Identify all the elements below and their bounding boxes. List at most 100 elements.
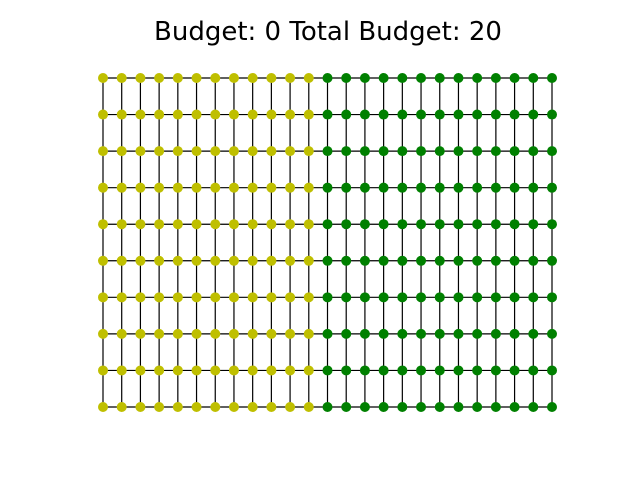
yellow-node[interactable] bbox=[135, 219, 146, 230]
green-node[interactable] bbox=[359, 292, 370, 303]
yellow-node[interactable] bbox=[303, 255, 314, 266]
green-node[interactable] bbox=[416, 109, 427, 120]
green-node[interactable] bbox=[547, 73, 557, 83]
green-node[interactable] bbox=[453, 292, 464, 303]
yellow-node[interactable] bbox=[135, 146, 146, 157]
yellow-node[interactable] bbox=[247, 182, 258, 193]
yellow-node[interactable] bbox=[98, 146, 108, 157]
green-node[interactable] bbox=[453, 365, 464, 376]
yellow-node[interactable] bbox=[228, 109, 239, 120]
green-node[interactable] bbox=[434, 402, 445, 412]
yellow-node[interactable] bbox=[228, 146, 239, 157]
green-node[interactable] bbox=[472, 255, 483, 266]
yellow-node[interactable] bbox=[303, 73, 314, 83]
green-node[interactable] bbox=[472, 365, 483, 376]
green-node[interactable] bbox=[547, 292, 557, 303]
yellow-node[interactable] bbox=[154, 182, 165, 193]
green-node[interactable] bbox=[434, 365, 445, 376]
green-node[interactable] bbox=[378, 146, 389, 157]
green-node[interactable] bbox=[509, 219, 520, 230]
green-node[interactable] bbox=[341, 146, 352, 157]
green-node[interactable] bbox=[453, 328, 464, 339]
green-node[interactable] bbox=[547, 146, 557, 157]
green-node[interactable] bbox=[322, 292, 333, 303]
yellow-node[interactable] bbox=[154, 402, 165, 412]
yellow-node[interactable] bbox=[191, 73, 202, 83]
yellow-node[interactable] bbox=[98, 219, 108, 230]
yellow-node[interactable] bbox=[285, 402, 296, 412]
yellow-node[interactable] bbox=[154, 219, 165, 230]
yellow-node[interactable] bbox=[98, 109, 108, 120]
green-node[interactable] bbox=[378, 328, 389, 339]
yellow-node[interactable] bbox=[228, 182, 239, 193]
green-node[interactable] bbox=[434, 328, 445, 339]
green-node[interactable] bbox=[490, 328, 501, 339]
yellow-node[interactable] bbox=[285, 146, 296, 157]
yellow-node[interactable] bbox=[116, 73, 127, 83]
yellow-node[interactable] bbox=[135, 255, 146, 266]
yellow-node[interactable] bbox=[266, 73, 277, 83]
yellow-node[interactable] bbox=[116, 292, 127, 303]
yellow-node[interactable] bbox=[172, 365, 183, 376]
green-node[interactable] bbox=[472, 182, 483, 193]
yellow-node[interactable] bbox=[266, 219, 277, 230]
yellow-node[interactable] bbox=[135, 365, 146, 376]
yellow-node[interactable] bbox=[154, 255, 165, 266]
yellow-node[interactable] bbox=[172, 255, 183, 266]
green-node[interactable] bbox=[509, 182, 520, 193]
yellow-node[interactable] bbox=[116, 328, 127, 339]
green-node[interactable] bbox=[378, 292, 389, 303]
green-node[interactable] bbox=[359, 402, 370, 412]
green-node[interactable] bbox=[528, 182, 539, 193]
yellow-node[interactable] bbox=[303, 292, 314, 303]
yellow-node[interactable] bbox=[191, 182, 202, 193]
green-node[interactable] bbox=[341, 328, 352, 339]
yellow-node[interactable] bbox=[210, 292, 221, 303]
green-node[interactable] bbox=[416, 73, 427, 83]
green-node[interactable] bbox=[490, 292, 501, 303]
green-node[interactable] bbox=[378, 219, 389, 230]
green-node[interactable] bbox=[322, 109, 333, 120]
yellow-node[interactable] bbox=[210, 328, 221, 339]
green-node[interactable] bbox=[547, 402, 557, 412]
yellow-node[interactable] bbox=[303, 219, 314, 230]
green-node[interactable] bbox=[528, 146, 539, 157]
green-node[interactable] bbox=[472, 292, 483, 303]
yellow-node[interactable] bbox=[154, 328, 165, 339]
yellow-node[interactable] bbox=[98, 73, 108, 83]
yellow-node[interactable] bbox=[98, 292, 108, 303]
yellow-node[interactable] bbox=[116, 255, 127, 266]
yellow-node[interactable] bbox=[247, 109, 258, 120]
green-node[interactable] bbox=[490, 402, 501, 412]
green-node[interactable] bbox=[434, 182, 445, 193]
yellow-node[interactable] bbox=[210, 402, 221, 412]
green-node[interactable] bbox=[397, 109, 408, 120]
green-node[interactable] bbox=[509, 146, 520, 157]
green-node[interactable] bbox=[490, 109, 501, 120]
green-node[interactable] bbox=[416, 182, 427, 193]
yellow-node[interactable] bbox=[266, 292, 277, 303]
yellow-node[interactable] bbox=[247, 365, 258, 376]
yellow-node[interactable] bbox=[303, 328, 314, 339]
yellow-node[interactable] bbox=[210, 219, 221, 230]
green-node[interactable] bbox=[434, 146, 445, 157]
green-node[interactable] bbox=[416, 255, 427, 266]
green-node[interactable] bbox=[453, 109, 464, 120]
green-node[interactable] bbox=[453, 182, 464, 193]
yellow-node[interactable] bbox=[210, 73, 221, 83]
green-node[interactable] bbox=[490, 219, 501, 230]
yellow-node[interactable] bbox=[303, 109, 314, 120]
green-node[interactable] bbox=[528, 219, 539, 230]
yellow-node[interactable] bbox=[191, 109, 202, 120]
green-node[interactable] bbox=[397, 292, 408, 303]
green-node[interactable] bbox=[378, 73, 389, 83]
yellow-node[interactable] bbox=[210, 255, 221, 266]
yellow-node[interactable] bbox=[98, 182, 108, 193]
green-node[interactable] bbox=[434, 109, 445, 120]
yellow-node[interactable] bbox=[154, 146, 165, 157]
green-node[interactable] bbox=[397, 182, 408, 193]
green-node[interactable] bbox=[547, 219, 557, 230]
yellow-node[interactable] bbox=[247, 255, 258, 266]
yellow-node[interactable] bbox=[266, 109, 277, 120]
green-node[interactable] bbox=[341, 402, 352, 412]
